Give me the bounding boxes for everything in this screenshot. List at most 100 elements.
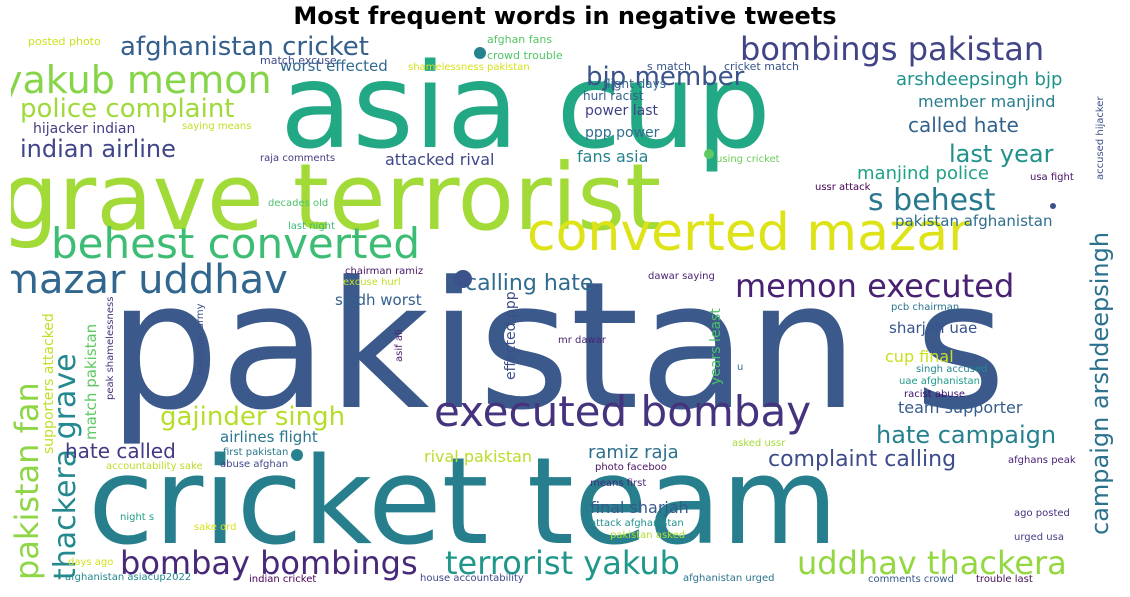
word-using-cricket: using cricket (716, 154, 780, 165)
word-decades-old: decades old (268, 198, 328, 209)
word-night-s: night s (120, 512, 154, 523)
word-manjind-police: manjind police (857, 163, 989, 184)
word-s-match: s match (647, 60, 691, 73)
word-match-excuse: match excuse (260, 54, 337, 67)
word-hate-called: hate called (65, 439, 176, 463)
word-uae-afghanistan: uae afghanistan (899, 376, 980, 387)
word-attacked-rival: attacked rival (385, 150, 494, 169)
word-singh-accused: singh accused (916, 364, 987, 375)
word-uddhav-thackera: uddhav thackera (797, 544, 1067, 582)
word-arshdeepsingh-bjp: arshdeepsingh bjp (896, 69, 1062, 90)
word-accountability-sake: accountability sake (106, 461, 203, 472)
word-mazar-uddhav: mazar uddhav (11, 257, 288, 303)
word-pakistan-army: pakistan army (195, 303, 206, 375)
word-last-night: last night (288, 221, 335, 232)
word-hurl-racist: hurl racist (583, 89, 644, 103)
word-hate-campaign: hate campaign (876, 421, 1056, 449)
word-raja-comments: raja comments (260, 153, 335, 164)
word-ramiz-raja: ramiz raja (588, 442, 679, 463)
word-chairman-ramiz: chairman ramiz (345, 266, 423, 277)
word-thackera-grave: thackera grave (48, 353, 83, 580)
word-cricket-team: cricket team (88, 433, 838, 572)
word-grave-terrorist: grave terrorist (11, 144, 661, 251)
word-mr-dawar: mr dawar (558, 335, 607, 346)
word-urged-usa: urged usa (1014, 532, 1064, 543)
word-afghanistan-urged: afghanistan urged (683, 573, 774, 584)
word-u: u (737, 362, 743, 373)
word-s-behest: s behest (868, 183, 996, 218)
word-airlines-flight: airlines flight (220, 428, 318, 446)
word-shamelessness-pakistan: shamelessness pakistan (408, 62, 530, 73)
word-afghan-fans: afghan fans (487, 35, 552, 46)
word-afghanistan-asiacup2022: afghanistan asiacup2022 (65, 572, 191, 583)
word-days-ago: days ago (68, 557, 113, 568)
word-converted-mazar: converted mazar (527, 203, 970, 263)
word-pakistan-afghanistan: pakistan afghanistan (895, 212, 1053, 230)
word-peak-shamelessness: peak shamelessness (105, 297, 116, 400)
word-last-year: last year (949, 140, 1054, 168)
word-hijacker-indian: hijacker indian (33, 121, 135, 137)
word-terrorist-yakub: terrorist yakub (445, 544, 680, 582)
word-calling-hate: calling hate (465, 271, 593, 296)
word-team-supporter: team supporter (898, 398, 1023, 417)
word-saying-means: saying means (182, 121, 251, 132)
decorative-dot (1050, 203, 1056, 209)
word-ussr-attack: ussr attack (815, 182, 871, 193)
word-final-sharjah: final sharjah (590, 498, 689, 517)
word-behest-converted: behest converted (51, 219, 420, 268)
word-excuse-hurl: excuse hurl (343, 277, 401, 288)
word-yakub-memon: yakub memon (11, 58, 272, 102)
word-gajinder-singh: gajinder singh (160, 402, 345, 432)
word-attack-afghanistan: attack afghanistan (590, 518, 684, 529)
word-flight-days: flight days (603, 77, 666, 91)
decorative-dot (704, 149, 714, 159)
word-fans-asia: fans asia (577, 147, 648, 166)
word-indian-airline: indian airline (20, 135, 176, 163)
decorative-dot (291, 449, 303, 461)
word-pakistan-asked: pakistan asked (610, 530, 685, 541)
word-effected-ppp: effected ppp (503, 291, 519, 380)
word-cricket-match: cricket match (724, 60, 799, 73)
word-asked-ussr: asked ussr (732, 438, 786, 449)
word-asia-cup: asia cup (280, 37, 771, 175)
word-bjp-member: bjp member (586, 62, 745, 92)
word-cup-final: cup final (885, 347, 954, 366)
word-called-hate: called hate (908, 113, 1019, 137)
word-house-accountability: house accountability (420, 573, 524, 584)
word-dawar-saying: dawar saying (648, 271, 715, 282)
word-supporters-attacked: supporters attacked (41, 313, 57, 454)
word-asif-ali: asif ali (394, 330, 405, 363)
decorative-dot (474, 47, 486, 59)
word-ago-posted: ago posted (1014, 508, 1070, 519)
word-posted-photo: posted photo (28, 35, 101, 48)
word-campaign-arshdeepsingh: campaign arshdeepsingh (1086, 232, 1114, 535)
word-bombings-pakistan: bombings pakistan (740, 35, 1044, 68)
word-trouble-last: trouble last (976, 574, 1033, 585)
word-complaint-calling: complaint calling (768, 447, 956, 472)
word-pakistan-s: pakistan s (108, 244, 1006, 449)
word-years-least: years least (708, 308, 724, 385)
word-afghanistan-cricket: afghanistan cricket (120, 35, 369, 62)
word-sindh-worst: sindh worst (335, 291, 422, 309)
word-match-pakistan: match pakistan (82, 324, 100, 440)
word-racist-abuse: racist abuse (904, 389, 965, 400)
word-ppp-power: ppp power (585, 125, 660, 141)
word-worst-effected: worst effected (280, 57, 388, 75)
word-usa-fight: usa fight (1030, 172, 1074, 183)
word-first-pakistan: first pakistan (223, 447, 288, 458)
word-accused-hijacker: accused hijacker (1095, 96, 1106, 180)
word-bombay-bombings: bombay bombings (120, 544, 418, 582)
chart-title: Most frequent words in negative tweets (293, 2, 837, 30)
word-member-manjind: member manjind (918, 92, 1055, 111)
word-power-last: power last (585, 103, 658, 119)
word-afghans-peak: afghans peak (1008, 455, 1076, 466)
word-police-complaint: police complaint (20, 94, 235, 124)
word-memon-executed: memon executed (735, 267, 1014, 305)
word-means-first: means first (590, 478, 646, 489)
word-rival-pakistan: rival pakistan (424, 447, 532, 466)
word-indian-cricket: indian cricket (249, 574, 316, 585)
word-pcb-chairman: pcb chairman (891, 302, 959, 313)
word-executed-bombay: executed bombay (434, 387, 811, 436)
word-sake-ord: sake ord (194, 522, 237, 533)
